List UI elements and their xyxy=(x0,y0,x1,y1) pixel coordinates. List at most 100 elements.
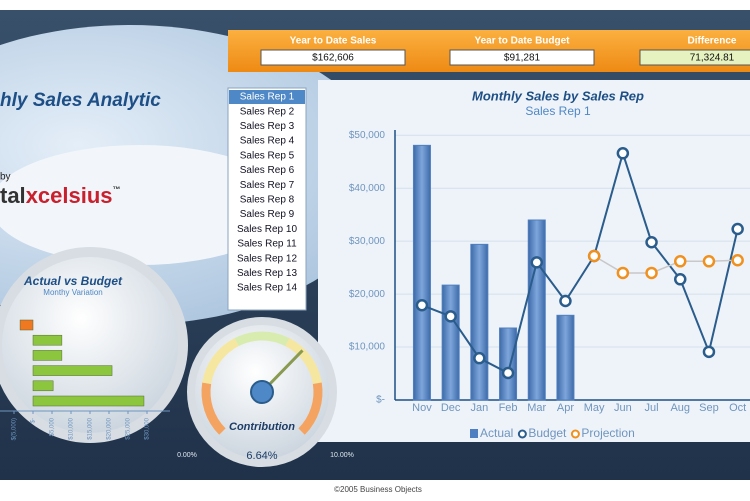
y-tick-label: $30,000 xyxy=(349,236,386,247)
rep-selected xyxy=(229,90,305,104)
y-tick-label: $50,000 xyxy=(349,130,386,141)
point xyxy=(473,351,486,365)
kpi-box xyxy=(260,49,406,66)
x-tick-label: Nov xyxy=(412,402,432,414)
x-tick-label: Aug xyxy=(670,402,690,414)
gauge-band xyxy=(285,338,322,385)
point xyxy=(645,235,658,249)
point xyxy=(616,266,630,280)
rep-item[interactable]: Sales Rep 11 xyxy=(237,239,297,250)
point xyxy=(674,273,687,286)
legend-label: Actual xyxy=(480,426,513,440)
gauge-tick-label: 0.00% xyxy=(177,452,197,459)
gauge-tick-label: 10.00% xyxy=(330,452,354,459)
x-tick-label: Mar xyxy=(527,402,546,414)
rep-item[interactable]: Sales Rep 3 xyxy=(240,121,295,132)
app-title: hly Sales Analytic xyxy=(0,90,161,111)
x-tick-label: $10,000 xyxy=(69,417,75,439)
point xyxy=(645,266,658,280)
x-tick-label: Sep xyxy=(699,402,719,414)
chart-title: Actual vs Budget xyxy=(23,274,123,288)
footer: ©2005 Business Objects xyxy=(334,485,422,494)
brand-tm: ™ xyxy=(113,185,121,194)
chart-subtitle: Sales Rep 1 xyxy=(525,104,591,118)
point xyxy=(444,310,457,323)
y-tick-label: $10,000 xyxy=(349,342,386,353)
x-tick-label: Jan xyxy=(470,402,488,414)
kpi-value: 71,324.81 xyxy=(690,53,735,64)
brand-a: tal xyxy=(0,183,26,208)
gauge-band xyxy=(234,331,290,347)
brand-b: xcelsius xyxy=(26,183,113,208)
x-tick-label: $20,000 xyxy=(107,417,113,439)
rep-item[interactable]: Sales Rep 14 xyxy=(237,283,297,294)
x-tick-label: $15,000 xyxy=(88,417,94,439)
point xyxy=(616,147,630,160)
legend-swatch xyxy=(517,429,527,439)
x-tick-label: $- xyxy=(31,418,37,423)
gauge-hub xyxy=(250,380,274,404)
line xyxy=(421,149,739,375)
x-tick-label: Oct xyxy=(729,402,746,414)
x-tick-label: $5,000 xyxy=(50,417,56,436)
bar xyxy=(19,319,34,331)
bar xyxy=(32,395,145,407)
brand: talxcelsius™ xyxy=(0,183,121,208)
x-tick-label: Jun xyxy=(614,402,632,414)
bar xyxy=(499,327,518,401)
kpi-label: Difference xyxy=(688,36,737,47)
legend-label: Projection xyxy=(581,426,634,440)
gauge-band xyxy=(202,338,239,385)
rep-list xyxy=(227,87,307,311)
x-tick-label: Apr xyxy=(557,402,574,414)
rep-item[interactable]: Sales Rep 10 xyxy=(237,224,297,235)
bar xyxy=(32,365,113,376)
bar xyxy=(527,219,546,401)
gauge-title: Contribution xyxy=(229,421,295,433)
x-tick-label: Feb xyxy=(499,402,518,414)
bar xyxy=(556,314,575,401)
y-tick-label: $20,000 xyxy=(349,289,386,300)
y-tick-label: $- xyxy=(376,395,385,406)
kpi-label: Year to Date Sales xyxy=(290,36,377,47)
y-tick-label: $40,000 xyxy=(349,183,386,194)
rep-item[interactable]: Sales Rep 13 xyxy=(237,268,297,279)
x-tick-label: May xyxy=(584,402,605,414)
rep-item[interactable]: Sales Rep 2 xyxy=(240,106,295,117)
by-label: by xyxy=(0,172,11,183)
rep-item[interactable]: Sales Rep 7 xyxy=(240,180,295,191)
bar xyxy=(441,284,460,401)
kpi-value: $162,606 xyxy=(312,53,354,64)
gauge-band xyxy=(201,382,226,435)
point xyxy=(501,366,515,380)
point xyxy=(559,294,572,308)
rep-item[interactable]: Sales Rep 5 xyxy=(240,150,295,161)
x-tick-label: $25,000 xyxy=(126,417,132,439)
bar xyxy=(32,380,54,392)
rep-item[interactable]: Sales Rep 12 xyxy=(237,253,297,264)
bar xyxy=(470,243,489,401)
logo-ellipse xyxy=(0,145,290,265)
rep-item[interactable]: Sales Rep 4 xyxy=(240,136,295,147)
rep-item[interactable]: Sales Rep 9 xyxy=(240,209,295,220)
point xyxy=(530,256,543,269)
legend-label: Budget xyxy=(528,426,567,440)
rep-item[interactable]: Sales Rep 8 xyxy=(240,195,295,206)
point xyxy=(702,345,716,359)
rep-item[interactable]: Sales Rep 1 xyxy=(240,92,295,103)
point xyxy=(702,255,716,268)
point xyxy=(415,298,429,312)
point xyxy=(674,255,687,268)
x-tick-label: Jul xyxy=(645,402,659,414)
bar xyxy=(32,350,63,361)
x-tick-label: Dec xyxy=(441,402,461,414)
kpi-box xyxy=(639,49,750,66)
x-tick-label: $(5,000) xyxy=(12,418,18,440)
gauge-value: 6.64% xyxy=(246,450,277,462)
bar xyxy=(412,144,431,401)
rep-item[interactable]: Sales Rep 6 xyxy=(240,165,295,176)
legend-swatch xyxy=(470,429,478,438)
point xyxy=(587,249,601,263)
gauge-band xyxy=(298,382,323,435)
